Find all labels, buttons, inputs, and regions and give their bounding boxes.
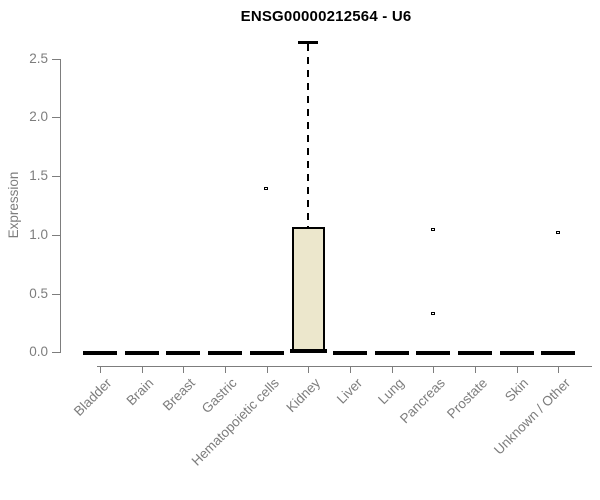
flat-box xyxy=(83,351,117,356)
flat-box xyxy=(458,351,492,356)
whisker-upper xyxy=(307,44,310,227)
flat-box xyxy=(499,351,534,356)
flat-box xyxy=(249,351,284,356)
x-tick xyxy=(558,366,560,373)
x-tick xyxy=(391,366,393,373)
y-axis-line xyxy=(60,58,61,354)
whisker-cap xyxy=(298,41,319,45)
x-tick xyxy=(433,366,435,373)
y-tick xyxy=(52,176,60,178)
x-category-label: Gastric xyxy=(199,375,240,417)
y-tick-label: 2.5 xyxy=(29,50,48,66)
x-tick xyxy=(308,366,310,373)
flat-box xyxy=(124,351,159,356)
y-tick xyxy=(52,352,60,354)
chart-title: ENSG00000212564 - U6 xyxy=(240,8,412,25)
outlier-point xyxy=(430,311,435,315)
x-tick xyxy=(141,366,143,373)
y-tick xyxy=(52,234,60,236)
flat-box xyxy=(333,351,367,356)
x-category-label: Bladder xyxy=(71,375,115,419)
y-tick xyxy=(52,117,60,119)
x-tick xyxy=(225,366,226,373)
flat-box xyxy=(374,351,409,356)
x-category-label: Brain xyxy=(123,375,157,409)
box xyxy=(291,226,325,353)
y-tick-label: 1.5 xyxy=(29,168,48,184)
flat-box xyxy=(416,351,451,356)
x-category-label: Breast xyxy=(160,375,199,414)
median-line xyxy=(289,349,327,354)
x-category-label: Unknown / Other xyxy=(490,375,574,458)
y-axis-label: Expression xyxy=(6,171,21,239)
x-tick xyxy=(516,366,518,373)
y-tick xyxy=(52,293,60,295)
x-category-label: Liver xyxy=(333,375,365,407)
x-category-label: Kidney xyxy=(283,375,324,416)
x-category-label: Lung xyxy=(374,375,407,408)
y-tick-label: 2.0 xyxy=(29,109,48,125)
outlier-point xyxy=(555,230,560,234)
x-category-label: Prostate xyxy=(443,375,490,422)
x-tick xyxy=(266,366,268,373)
x-category-label: Skin xyxy=(502,375,532,405)
x-axis-line xyxy=(97,366,592,367)
y-tick xyxy=(52,58,60,60)
outlier-point xyxy=(264,187,269,191)
flat-box xyxy=(208,351,242,356)
x-tick xyxy=(350,366,351,373)
x-tick xyxy=(183,366,185,373)
y-tick-label: 0.0 xyxy=(29,344,48,360)
flat-box xyxy=(166,351,201,356)
x-tick xyxy=(100,366,101,373)
y-tick-label: 1.0 xyxy=(29,226,48,242)
y-tick-label: 0.5 xyxy=(29,285,48,301)
x-tick xyxy=(475,366,476,373)
outlier-point xyxy=(430,228,435,232)
flat-box xyxy=(541,351,576,356)
